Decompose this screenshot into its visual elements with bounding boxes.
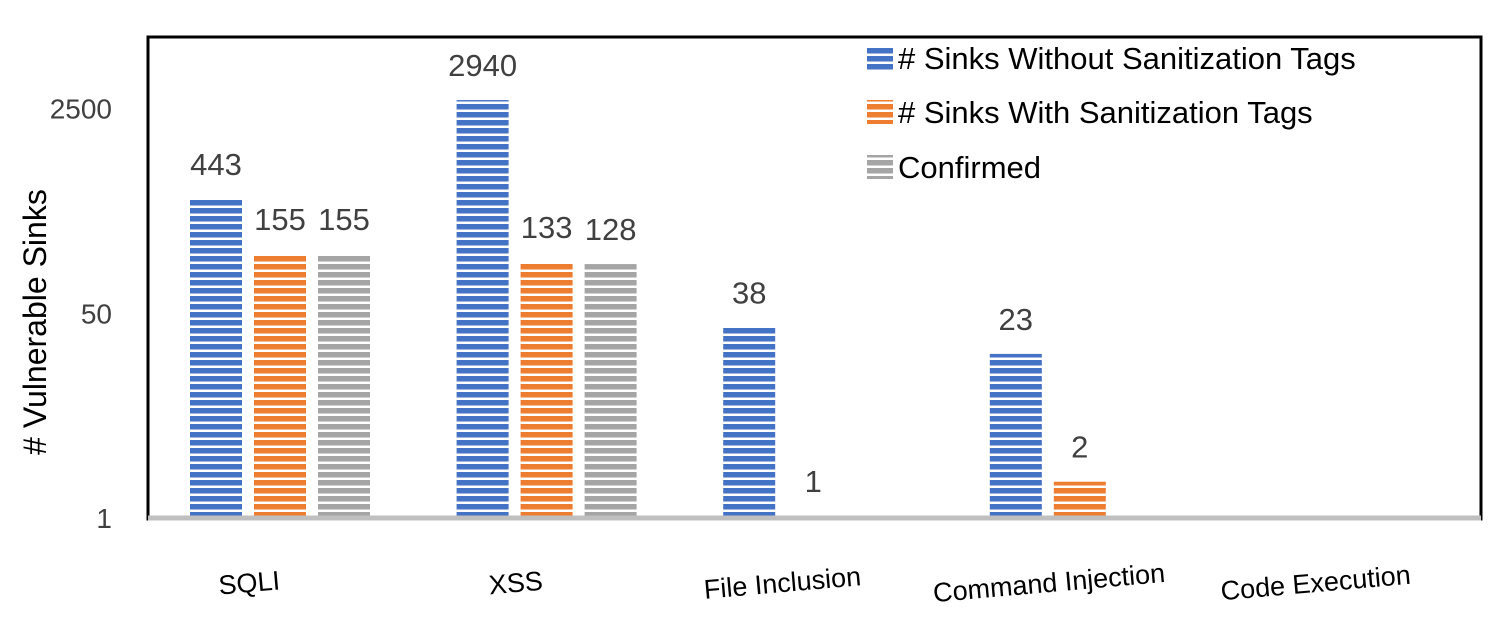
legend-label-without-tags: # Sinks Without Sanitization Tags	[898, 41, 1356, 76]
bar-without-tags	[190, 199, 242, 519]
data-label: 443	[190, 147, 242, 182]
legend-label-with-tags: # Sinks With Sanitization Tags	[898, 95, 1313, 130]
bar-confirmed	[584, 264, 637, 518]
x-category-label: SQLI	[217, 565, 281, 600]
bar-without-tags	[989, 353, 1042, 518]
data-label: 1	[805, 464, 822, 499]
legend-swatch-without-tags	[867, 46, 893, 70]
chart-marks: 1 50 2500 443 2940 38 23 155 133 1 2 155 128 SQLI XSS F…	[50, 48, 1412, 608]
bar-confirmed	[318, 254, 370, 518]
bar-with-tags	[520, 262, 573, 518]
bar-without-tags	[723, 327, 776, 518]
x-category-label: XSS	[488, 566, 544, 601]
bar-with-tags	[254, 254, 306, 518]
legend-swatch-confirmed	[867, 155, 893, 179]
x-category-label: File Inclusion	[703, 561, 863, 605]
y-axis-title: # Vulnerable Sinks	[17, 189, 53, 455]
data-label: 128	[585, 212, 637, 247]
x-category-label: Code Execution	[1219, 560, 1412, 606]
data-label: 38	[732, 276, 766, 311]
legend-label-confirmed: Confirmed	[898, 150, 1041, 185]
legend: # Sinks Without Sanitization Tags # Sink…	[867, 41, 1356, 185]
bar-with-tags	[1053, 481, 1106, 518]
data-label: 2	[1071, 430, 1088, 465]
data-label: 23	[999, 302, 1033, 337]
y-tick-label: 2500	[50, 94, 112, 125]
y-tick-label: 1	[96, 503, 112, 534]
x-category-label: Command Injection	[932, 558, 1166, 608]
data-label: 155	[254, 202, 306, 237]
y-tick-label: 50	[81, 298, 112, 329]
data-label: 155	[318, 202, 370, 237]
legend-swatch-with-tags	[867, 100, 893, 124]
data-label: 2940	[448, 48, 517, 83]
bar-without-tags	[456, 100, 509, 518]
data-label: 133	[521, 210, 573, 245]
